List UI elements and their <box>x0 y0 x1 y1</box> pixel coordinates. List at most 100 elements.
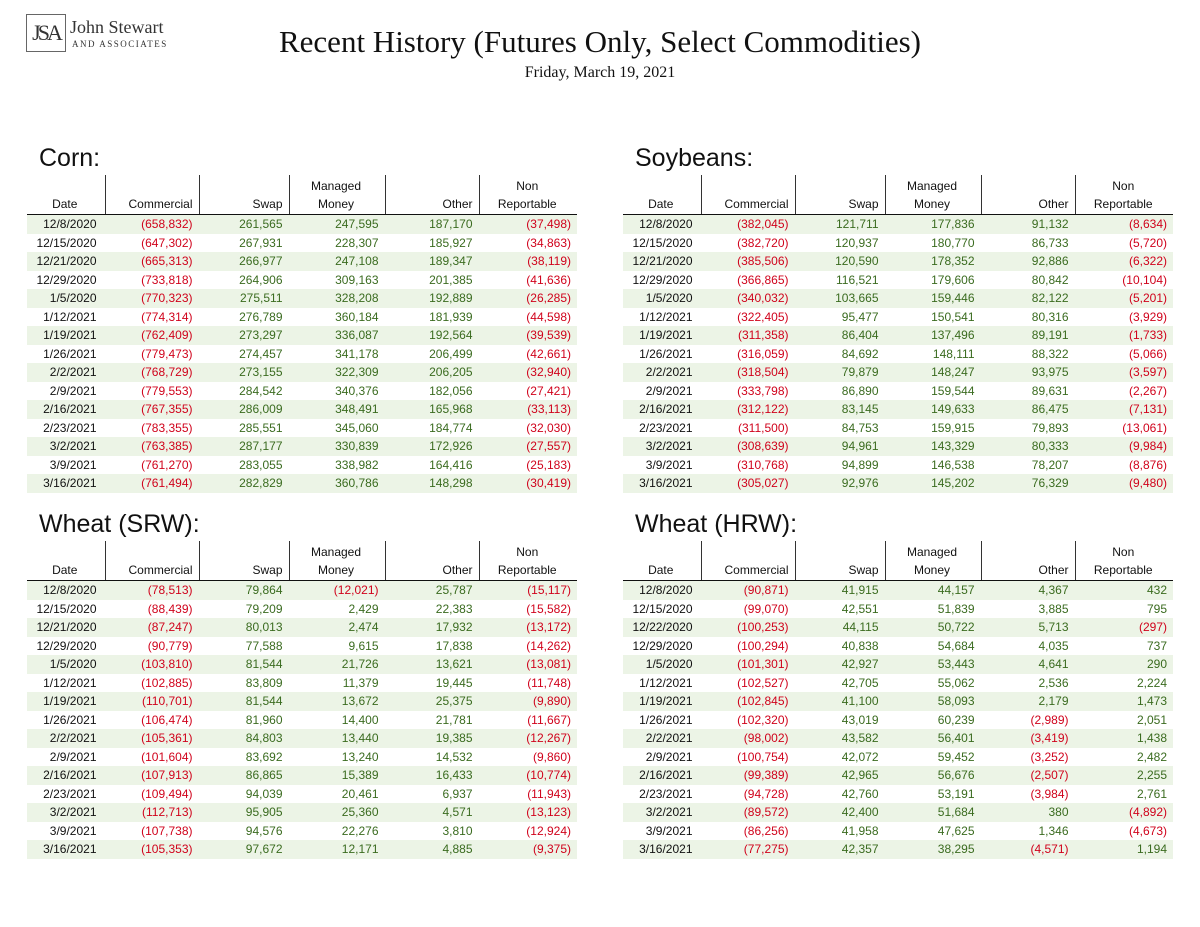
other-cell: 164,416 <box>429 457 473 472</box>
table-row: 3/2/2021 (112,713) 95,905 25,360 4,571 (13,12… <box>27 803 577 822</box>
other-cell: 82,122 <box>981 289 1075 308</box>
date-cell: 2/2/2021 <box>27 363 105 382</box>
commercial-cell: (102,885) <box>141 675 193 690</box>
table-section: Wheat (HRW): Date Commercial Swap Managed… <box>623 507 1173 859</box>
swap-cell: 285,551 <box>239 420 283 435</box>
table-row: 3/16/2021 (305,027) 92,976 145,202 76,329 (9,… <box>623 474 1173 493</box>
table-row: 1/5/2020 (103,810) 81,544 21,726 13,621 (13,0… <box>27 655 577 674</box>
table-row: 2/16/2021 (99,389) 42,965 56,676 (2,507) 2,25… <box>623 766 1173 785</box>
date-cell: 2/2/2021 <box>623 363 701 382</box>
nonrep-cell: (11,943) <box>527 786 571 801</box>
nonrep-cell: (5,201) <box>1075 289 1173 308</box>
managed-cell: 11,379 <box>342 675 379 690</box>
date-cell: 12/15/2020 <box>36 235 97 250</box>
date-cell: 12/15/2020 <box>36 601 97 616</box>
swap-cell: 97,672 <box>199 840 289 859</box>
other-cell: (2,989) <box>1030 712 1069 727</box>
commercial-cell: (774,314) <box>141 309 193 324</box>
date-cell: 12/21/2020 <box>27 618 105 637</box>
date-cell: 12/22/2020 <box>623 618 701 637</box>
other-cell: 89,631 <box>1031 383 1069 398</box>
managed-cell: 180,770 <box>931 235 975 250</box>
table-row: 3/16/2021 (105,353) 97,672 12,171 4,885 (9,37… <box>27 840 577 859</box>
swap-cell: 79,879 <box>795 363 885 382</box>
nonrep-cell: (9,480) <box>1075 474 1173 493</box>
managed-cell: 59,452 <box>937 749 975 764</box>
nonrep-cell: (25,183) <box>526 457 571 472</box>
nonrep-cell: (42,661) <box>526 346 571 361</box>
swap-cell: 42,551 <box>841 601 879 616</box>
table-row: 12/22/2020 (100,253) 44,115 50,722 5,713 (297… <box>623 618 1173 637</box>
swap-cell: 94,899 <box>841 457 879 472</box>
swap-cell: 40,838 <box>841 638 879 653</box>
managed-cell: 148,247 <box>885 363 981 382</box>
date-cell: 1/19/2021 <box>623 326 701 345</box>
managed-cell: 177,836 <box>885 214 981 234</box>
date-cell: 3/2/2021 <box>623 437 701 456</box>
date-cell: 12/29/2020 <box>632 638 693 653</box>
managed-cell: 159,915 <box>931 420 975 435</box>
date-cell: 2/16/2021 <box>27 766 105 785</box>
managed-cell: 336,087 <box>289 326 385 345</box>
commercial-cell: (99,070) <box>743 601 789 616</box>
commercial-cell: (658,832) <box>105 214 199 234</box>
table-row: 1/19/2021 (762,409) 273,297 336,087 192,564(… <box>27 326 577 345</box>
other-cell: 192,889 <box>385 289 479 308</box>
commercial-cell: (105,361) <box>105 729 199 748</box>
swap-header: Swap <box>794 175 885 215</box>
other-cell: 22,383 <box>435 601 473 616</box>
swap-cell: 276,789 <box>239 309 283 324</box>
other-cell: 17,838 <box>435 638 473 653</box>
commercial-cell: (77,275) <box>701 840 795 859</box>
table-row: 3/2/2021 (308,639) 94,961 143,329 80,333 (9,9… <box>623 437 1173 456</box>
jsa-monogram: JSA <box>26 14 66 52</box>
date-cell: 12/8/2020 <box>27 580 105 600</box>
table-row: 1/19/2021 (311,358) 86,404 137,496 89,191 (1,… <box>623 326 1173 345</box>
nonrep-cell: (9,375) <box>479 840 577 859</box>
commercial-cell: (103,810) <box>105 655 199 674</box>
nonrep-cell: (10,104) <box>1122 272 1167 287</box>
other-header: Other <box>384 541 479 581</box>
date-cell: 2/23/2021 <box>43 786 97 801</box>
nonrep-cell: (26,285) <box>479 289 577 308</box>
commercial-header: Commercial <box>104 175 199 215</box>
other-cell: 4,035 <box>1038 638 1069 653</box>
nonrep-cell: (13,081) <box>479 655 577 674</box>
date-cell: 12/29/2020 <box>36 272 97 287</box>
table-row: 2/16/2021 (312,122) 83,145 149,633 86,475 (7,… <box>623 400 1173 419</box>
managed-cell: 330,839 <box>289 437 385 456</box>
managed-cell: 58,093 <box>885 692 981 711</box>
other-cell: 93,975 <box>981 363 1075 382</box>
date-cell: 3/2/2021 <box>623 803 701 822</box>
other-cell: 206,499 <box>429 346 473 361</box>
nonrep-cell: (11,748) <box>527 675 571 690</box>
other-cell: 86,475 <box>981 400 1075 419</box>
swap-cell: 94,961 <box>795 437 885 456</box>
other-cell: 201,385 <box>429 272 473 287</box>
nonrep-cell: (5,720) <box>1128 235 1167 250</box>
other-cell: 25,375 <box>385 692 479 711</box>
table-row: 1/12/2021 (102,527) 42,705 55,062 2,536 2,224 <box>623 674 1173 693</box>
other-cell: 80,842 <box>1031 272 1069 287</box>
other-cell: 16,433 <box>385 766 479 785</box>
swap-cell: 42,927 <box>795 655 885 674</box>
nonrep-cell: (14,262) <box>526 638 571 653</box>
managed-cell: 328,208 <box>289 289 385 308</box>
managed-cell: 322,309 <box>289 363 385 382</box>
wheat-srw-table: Date Commercial Swap Managed Money Other No… <box>27 541 577 859</box>
managed-money-header: Managed Money <box>884 175 981 215</box>
table-section: Soybeans: Date Commercial Swap Managed Mon… <box>623 141 1173 493</box>
commercial-cell: (340,032) <box>701 289 795 308</box>
nonrep-cell: 1,473 <box>1075 692 1173 711</box>
other-header: Other <box>384 175 479 215</box>
other-cell: 76,329 <box>981 474 1075 493</box>
table-row: 12/29/2020 (90,779) 77,588 9,615 17,838 (14,2… <box>27 637 577 656</box>
other-cell: 19,445 <box>435 675 473 690</box>
date-cell: 1/5/2020 <box>27 655 105 674</box>
nonrep-cell: 2,255 <box>1075 766 1173 785</box>
commercial-cell: (311,500) <box>738 420 789 435</box>
managed-cell: 360,184 <box>335 309 379 324</box>
date-cell: 3/16/2021 <box>27 474 105 493</box>
managed-cell: 345,060 <box>335 420 379 435</box>
date-cell: 1/26/2021 <box>43 346 97 361</box>
